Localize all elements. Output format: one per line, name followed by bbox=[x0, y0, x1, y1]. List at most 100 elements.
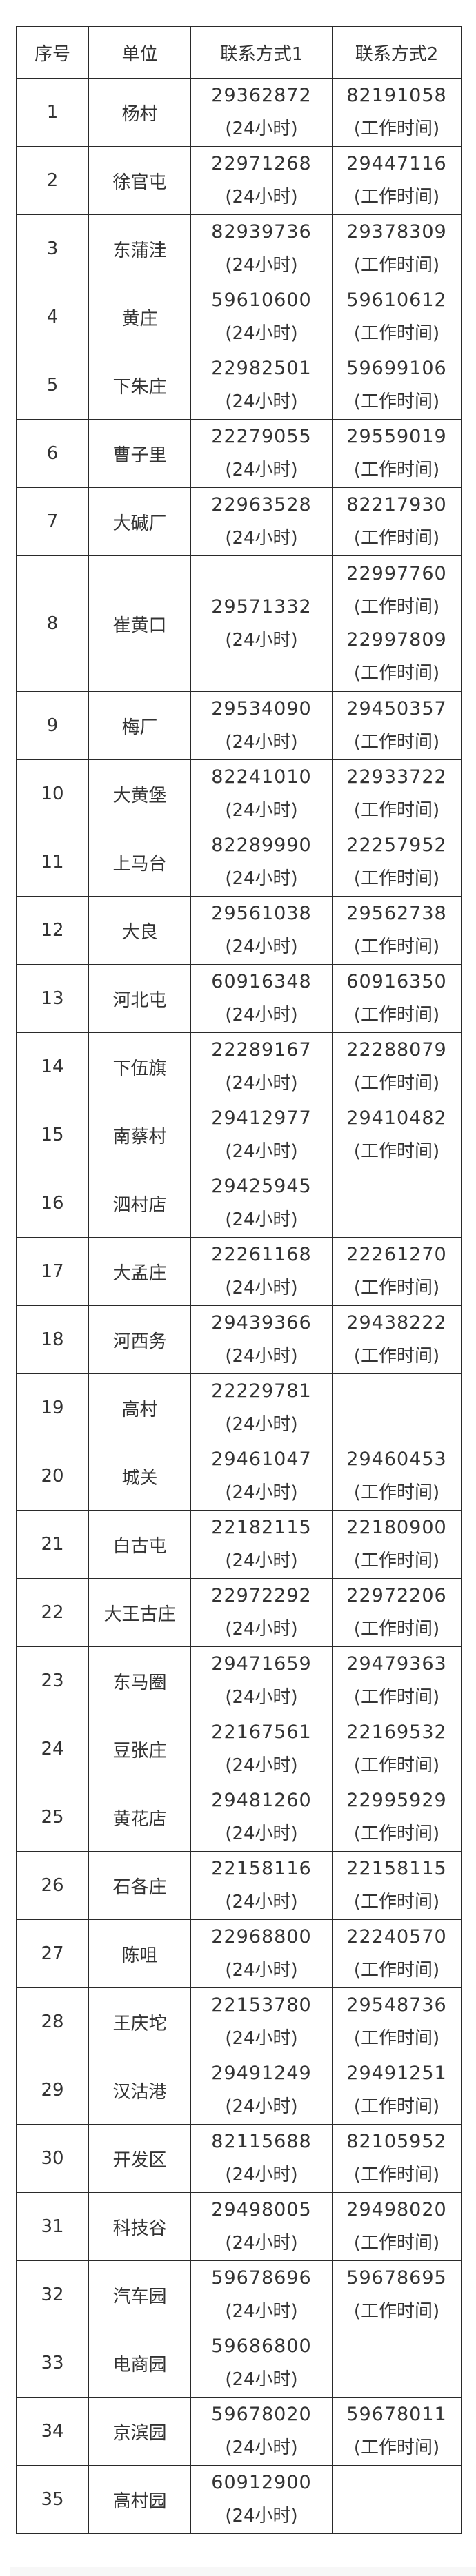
cell-contact-1: 22971268 (24小时) bbox=[190, 146, 333, 215]
hours-note: (24小时) bbox=[225, 323, 298, 344]
cell-unit: 大良 bbox=[88, 896, 191, 965]
cell-unit: 城关 bbox=[88, 1442, 191, 1511]
cell-unit: 下朱庄 bbox=[88, 351, 191, 420]
phone-number: 82105952 bbox=[346, 2131, 447, 2152]
cell-contact-2: 59678011 (工作时间) bbox=[332, 2397, 462, 2466]
table-row: 32 汽车园 59678696 (24小时) 59678695 (工作时间) bbox=[16, 2260, 462, 2329]
cell-index: 24 bbox=[16, 1715, 89, 1783]
phone-number: 29571332 bbox=[211, 596, 312, 617]
table-row: 25 黄花店 29481260 (24小时) 22995929 (工作时间) bbox=[16, 1783, 462, 1852]
phone-number: 22261168 bbox=[211, 1244, 312, 1265]
cell-contact-1: 29498005 (24小时) bbox=[190, 2192, 333, 2261]
hours-note: (工作时间) bbox=[353, 2028, 440, 2049]
phone-number: 22257952 bbox=[346, 835, 447, 856]
phone-number: 22968800 bbox=[211, 1926, 312, 1948]
cell-contact-1: 29362872 (24小时) bbox=[190, 78, 333, 147]
header-index: 序号 bbox=[16, 26, 89, 79]
cell-unit: 科技谷 bbox=[88, 2192, 191, 2261]
cell-contact-1: 22279055 (24小时) bbox=[190, 419, 333, 488]
phone-number: 22982501 bbox=[211, 358, 312, 379]
hours-note: (24小时) bbox=[225, 630, 298, 651]
cell-contact-2: 22169532 (工作时间) bbox=[332, 1715, 462, 1783]
phone-number: 29491249 bbox=[211, 2063, 312, 2084]
cell-index: 3 bbox=[16, 214, 89, 283]
phone-number: 22995929 bbox=[346, 1790, 447, 1811]
cell-index: 32 bbox=[16, 2260, 89, 2329]
header-contact-1: 联系方式1 bbox=[190, 26, 333, 79]
phone-number: 29498020 bbox=[346, 2199, 447, 2220]
phone-number: 29362872 bbox=[211, 85, 312, 106]
cell-unit: 京滨园 bbox=[88, 2397, 191, 2466]
phone-number: 22169532 bbox=[346, 1721, 447, 1743]
cell-index: 22 bbox=[16, 1578, 89, 1647]
cell-contact-2: 59678695 (工作时间) bbox=[332, 2260, 462, 2329]
cell-unit: 下伍旗 bbox=[88, 1032, 191, 1101]
cell-index: 7 bbox=[16, 487, 89, 556]
table-body: 1 杨村 29362872 (24小时) 82191058 (工作时间) 2 徐官屯 22971… bbox=[16, 78, 462, 2534]
table-header-row: 序号 单位 联系方式1 联系方式2 bbox=[16, 26, 462, 79]
cell-unit: 高村园 bbox=[88, 2465, 191, 2534]
cell-index: 31 bbox=[16, 2192, 89, 2261]
hours-note: (24小时) bbox=[225, 2369, 298, 2390]
cell-contact-2: 82105952 (工作时间) bbox=[332, 2124, 462, 2193]
cell-index: 13 bbox=[16, 964, 89, 1033]
hours-note: (工作时间) bbox=[353, 663, 440, 684]
cell-unit: 河西务 bbox=[88, 1305, 191, 1374]
phone-number: 29562738 bbox=[346, 903, 447, 924]
hours-note: (24小时) bbox=[225, 1278, 298, 1298]
hours-note: (工作时间) bbox=[353, 937, 440, 957]
phone-number: 82939736 bbox=[211, 221, 312, 243]
phone-number: 29410482 bbox=[346, 1107, 447, 1129]
hours-note: (工作时间) bbox=[353, 1278, 440, 1298]
cell-contact-1: 29491249 (24小时) bbox=[190, 2056, 333, 2125]
hours-note: (24小时) bbox=[225, 1892, 298, 1912]
table-row: 7 大碱厂 22963528 (24小时) 82217930 (工作时间) bbox=[16, 487, 462, 556]
cell-index: 2 bbox=[16, 146, 89, 215]
cell-contact-2: 29479363 (工作时间) bbox=[332, 1646, 462, 1715]
cell-contact-2: 82217930 (工作时间) bbox=[332, 487, 462, 556]
hours-note: (工作时间) bbox=[353, 1551, 440, 1571]
hours-note: (工作时间) bbox=[353, 1687, 440, 1708]
hours-note: (工作时间) bbox=[353, 868, 440, 889]
header-contact-2: 联系方式2 bbox=[332, 26, 462, 79]
cell-contact-2: 29450357 (工作时间) bbox=[332, 691, 462, 760]
hours-note: (24小时) bbox=[225, 2233, 298, 2253]
table-row: 20 城关 29461047 (24小时) 29460453 (工作时间) bbox=[16, 1442, 462, 1511]
phone-number: 22240570 bbox=[346, 1926, 447, 1948]
cell-contact-1: 22982501 (24小时) bbox=[190, 351, 333, 420]
cell-unit: 高村 bbox=[88, 1373, 191, 1442]
hours-note: (24小时) bbox=[225, 2096, 298, 2117]
phone-number: 29412977 bbox=[211, 1107, 312, 1129]
cell-index: 21 bbox=[16, 1510, 89, 1579]
phone-number: 22158115 bbox=[346, 1858, 447, 1879]
cell-contact-1: 22153780 (24小时) bbox=[190, 1987, 333, 2056]
phone-number: 29559019 bbox=[346, 426, 447, 447]
cell-contact-2: 29562738 (工作时间) bbox=[332, 896, 462, 965]
phone-number: 22972206 bbox=[346, 1585, 447, 1606]
cell-contact-1: 22182115 (24小时) bbox=[190, 1510, 333, 1579]
table-row: 22 大王古庄 22972292 (24小时) 22972206 (工作时间) bbox=[16, 1578, 462, 1647]
cell-contact-2: 29460453 (工作时间) bbox=[332, 1442, 462, 1511]
phone-number: 59610612 bbox=[346, 289, 447, 311]
cell-unit: 电商园 bbox=[88, 2329, 191, 2398]
cell-unit: 东蒲洼 bbox=[88, 214, 191, 283]
phone-number: 59678020 bbox=[211, 2404, 312, 2425]
page-bottom-strip bbox=[10, 2567, 476, 2576]
phone-number: 22933722 bbox=[346, 766, 447, 788]
phone-number: 29534090 bbox=[211, 698, 312, 719]
phone-number: 29450357 bbox=[346, 698, 447, 719]
cell-contact-2: 22180900 (工作时间) bbox=[332, 1510, 462, 1579]
phone-number: 22180900 bbox=[346, 1517, 447, 1538]
phone-number: 29498005 bbox=[211, 2199, 312, 2220]
cell-index: 9 bbox=[16, 691, 89, 760]
phone-number: 22261270 bbox=[346, 1244, 447, 1265]
cell-contact-1: 82289990 (24小时) bbox=[190, 828, 333, 897]
cell-contact-2: 22933722 (工作时间) bbox=[332, 759, 462, 828]
hours-note: (24小时) bbox=[225, 2028, 298, 2049]
cell-index: 27 bbox=[16, 1919, 89, 1988]
cell-contact-1: 22167561 (24小时) bbox=[190, 1715, 333, 1783]
phone-number: 29461047 bbox=[211, 1449, 312, 1470]
hours-note: (工作时间) bbox=[353, 2301, 440, 2322]
phone-number: 82115688 bbox=[211, 2131, 312, 2152]
cell-index: 25 bbox=[16, 1783, 89, 1852]
